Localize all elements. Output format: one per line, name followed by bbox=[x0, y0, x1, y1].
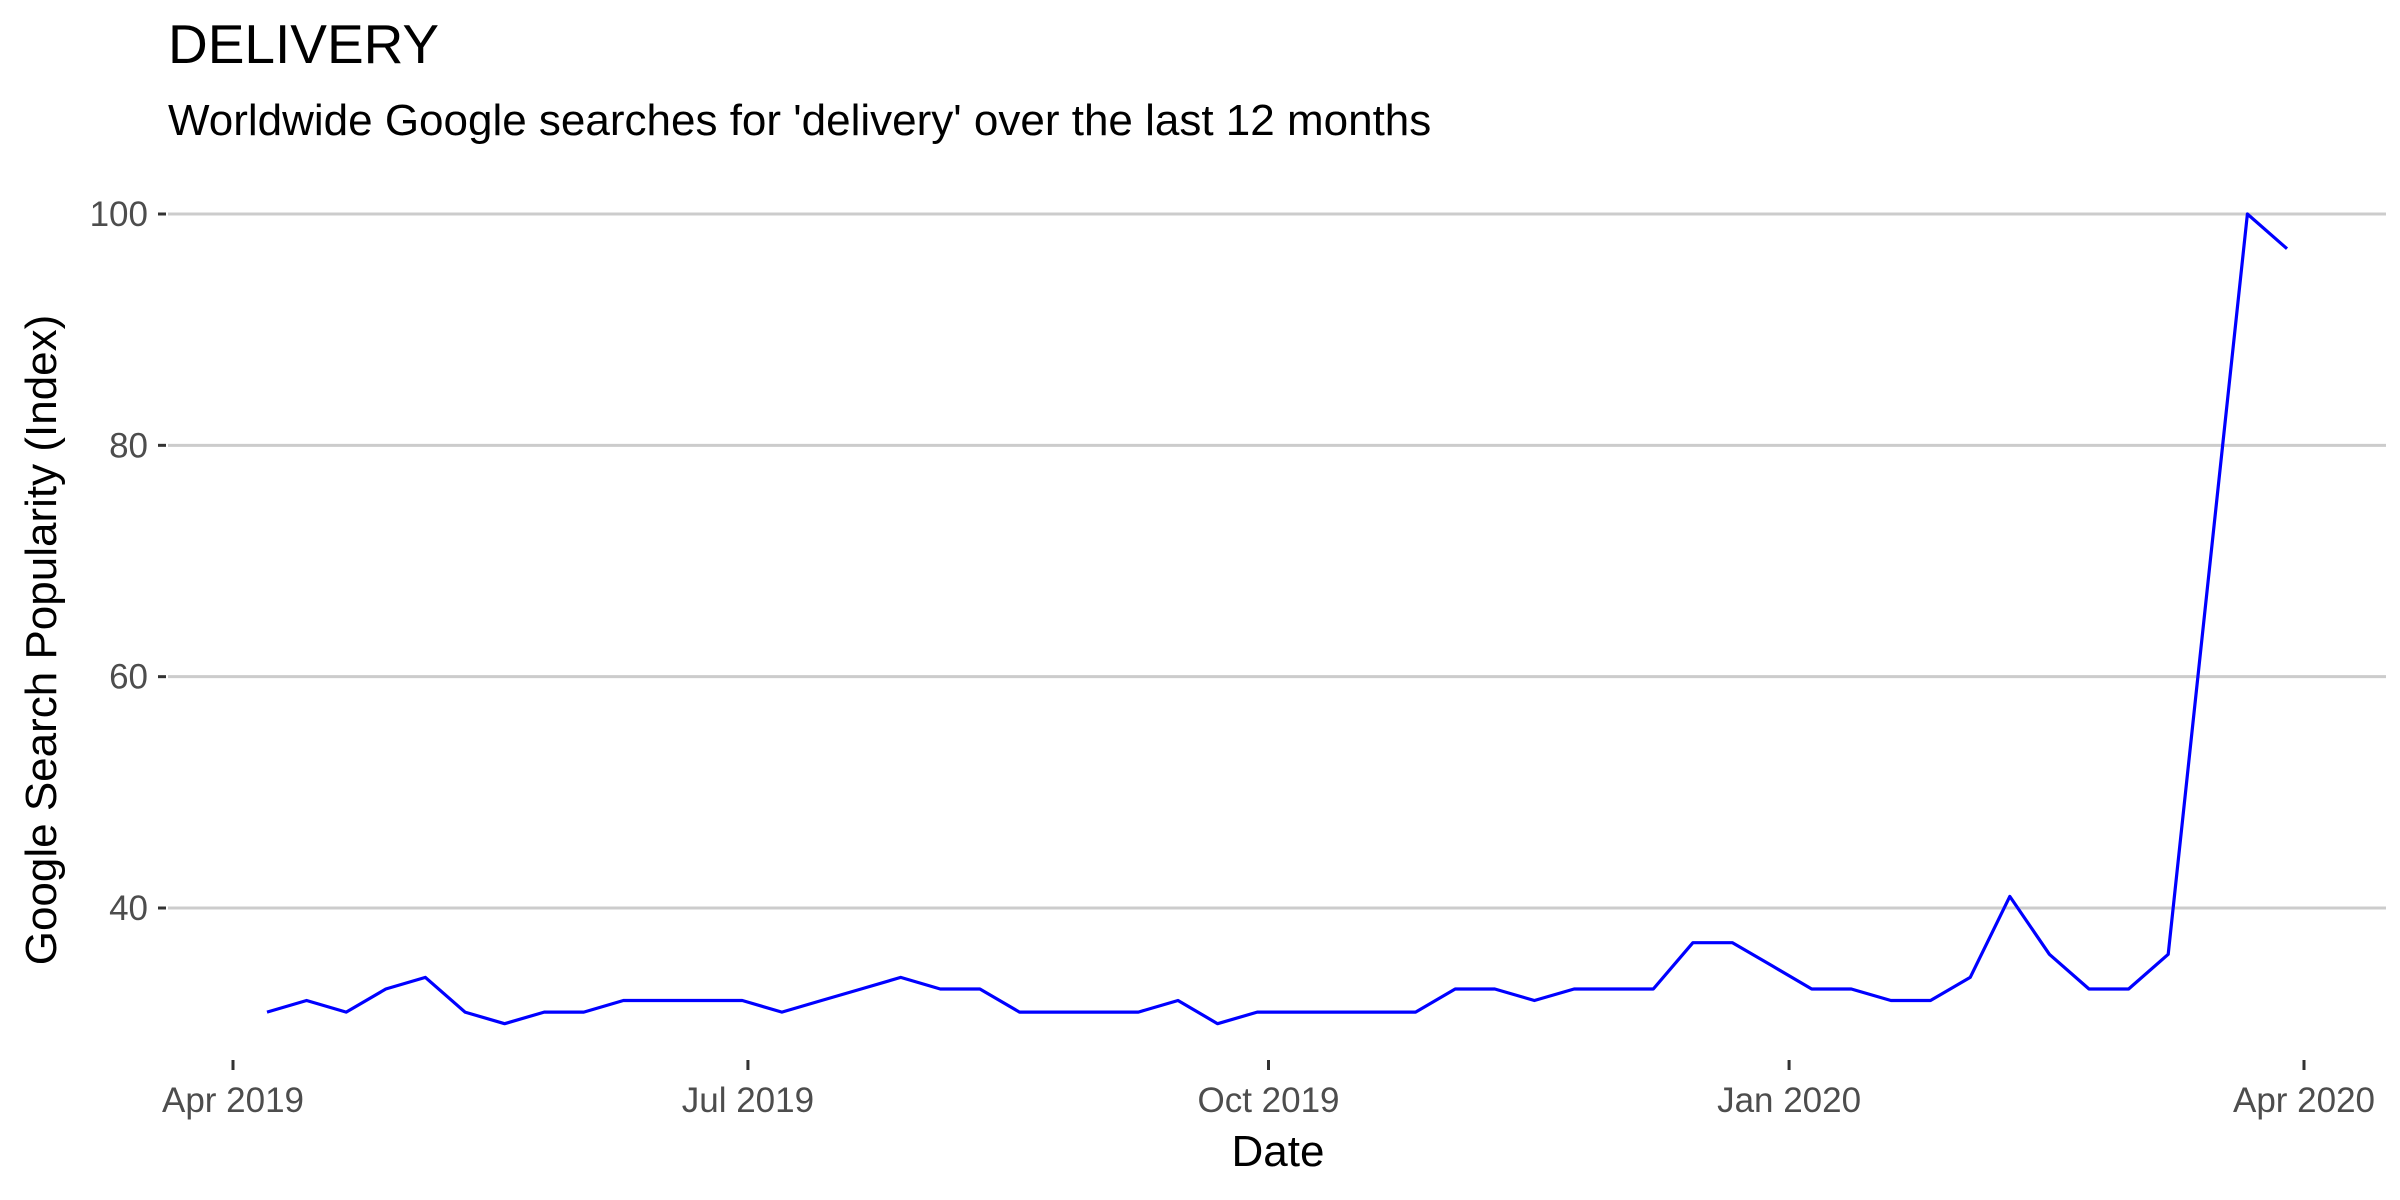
y-axis-ticks: 40 60 80 100 bbox=[90, 195, 166, 928]
gridlines bbox=[168, 212, 2386, 910]
x-tick-label: Apr 2019 bbox=[162, 1081, 304, 1120]
x-tick-label: Jul 2019 bbox=[682, 1081, 814, 1120]
y-tick-label: 100 bbox=[90, 195, 148, 234]
x-tick-label: Oct 2019 bbox=[1197, 1081, 1339, 1120]
series-group bbox=[266, 212, 2289, 1026]
y-tick-label: 80 bbox=[109, 426, 148, 465]
series-line bbox=[266, 212, 2289, 1026]
y-tick-label: 60 bbox=[109, 658, 148, 697]
y-tick-label: 40 bbox=[109, 889, 148, 928]
y-axis-label: Google Search Popularity (Index) bbox=[17, 315, 66, 966]
x-tick-label: Jan 2020 bbox=[1717, 1081, 1861, 1120]
x-axis-label: Date bbox=[1232, 1127, 1325, 1176]
chart-subtitle: Worldwide Google searches for 'delivery'… bbox=[168, 96, 1431, 145]
x-tick-label: Apr 2020 bbox=[2233, 1081, 2375, 1120]
chart-title: DELIVERY bbox=[168, 13, 439, 75]
x-axis-ticks: Apr 2019 Jul 2019 Oct 2019 Jan 2020 Apr 2020 bbox=[162, 1060, 2375, 1120]
